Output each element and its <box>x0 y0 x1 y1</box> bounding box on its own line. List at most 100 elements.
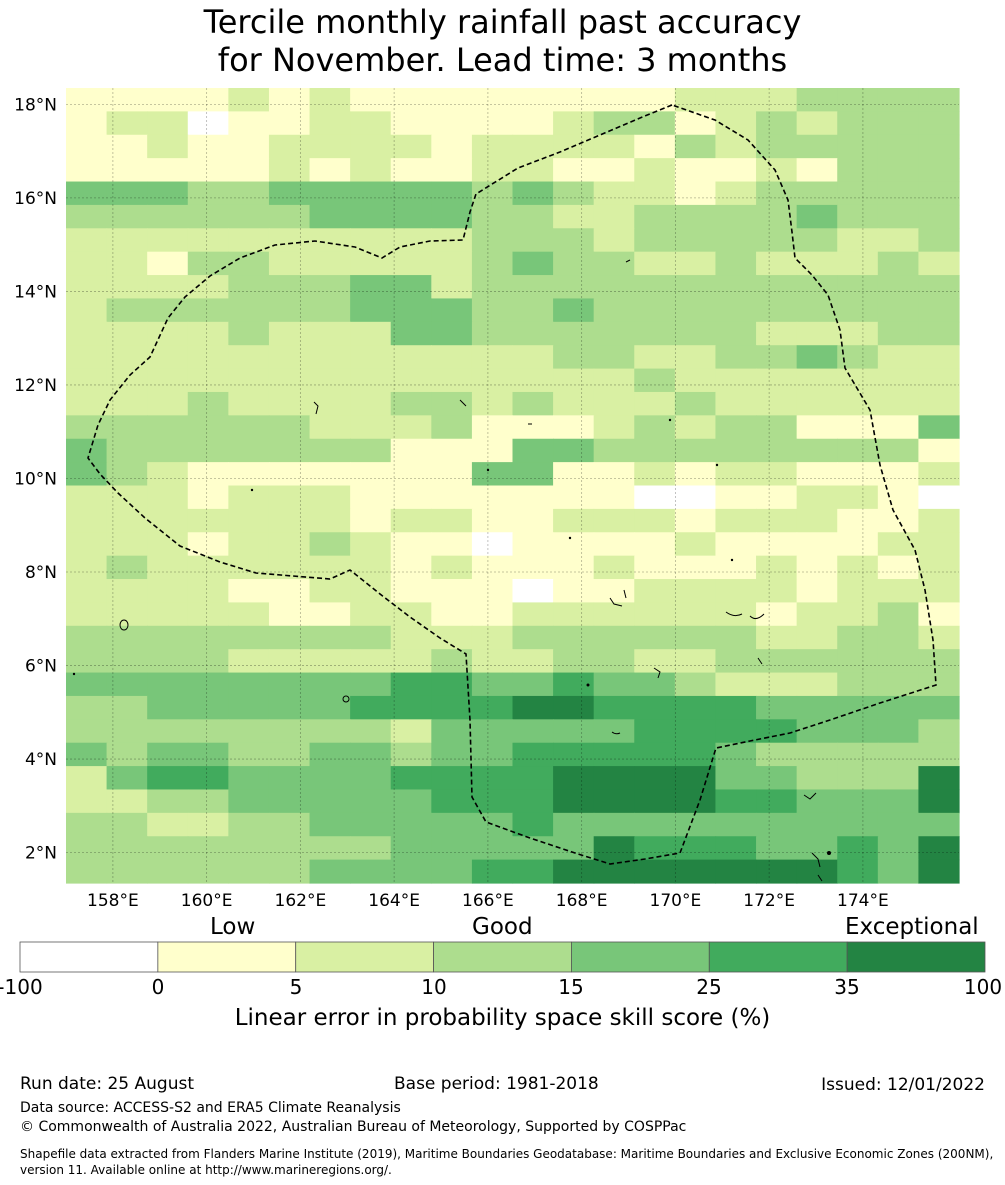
grid-cell <box>350 345 392 370</box>
latitude-label: 8°N <box>25 563 57 583</box>
grid-cell <box>796 508 838 533</box>
grid-cell <box>877 462 920 487</box>
grid-cell <box>918 158 960 183</box>
grid-cell <box>228 345 270 370</box>
grid-cell <box>147 298 189 323</box>
grid-cell <box>553 695 595 720</box>
grid-cell <box>593 812 635 837</box>
grid-cell <box>309 158 351 183</box>
grid-cell <box>431 438 473 463</box>
grid-cell <box>634 836 676 861</box>
grid-cell <box>471 438 514 463</box>
grid-cell <box>350 438 392 463</box>
grid-cell <box>66 789 108 814</box>
grid-cell <box>593 508 635 533</box>
grid-cell <box>756 275 798 300</box>
grid-cell <box>431 789 473 814</box>
grid-cell <box>553 859 595 884</box>
grid-cell <box>147 812 189 837</box>
grid-cell <box>106 462 148 487</box>
grid-cell <box>756 228 798 253</box>
grid-cell <box>837 812 879 837</box>
grid-cell <box>553 368 595 393</box>
grid-cell <box>756 649 798 674</box>
grid-cell <box>228 181 270 206</box>
grid-cell <box>715 719 757 744</box>
longitude-labels: 158°E 160°E 162°E 164°E 166°E 168°E 170°E 172°E… <box>87 891 889 911</box>
grid-cell <box>756 766 798 791</box>
grid-cell <box>674 789 717 814</box>
grid-cell <box>350 298 392 323</box>
grid-cell <box>512 508 554 533</box>
grid-cell <box>634 391 676 416</box>
grid-cell <box>187 625 229 650</box>
grid-cell <box>634 602 676 627</box>
grid-cell <box>268 275 311 300</box>
grid-cell <box>553 88 595 112</box>
grid-cell <box>634 579 676 604</box>
grid-cell <box>756 345 798 370</box>
island <box>486 468 490 472</box>
grid-cell <box>187 859 229 884</box>
grid-cell <box>512 485 554 510</box>
grid-cell <box>390 485 432 510</box>
grid-cell <box>431 742 473 767</box>
grid-cell <box>918 508 960 533</box>
grid-cell <box>634 859 676 884</box>
grid-cell <box>796 695 838 720</box>
grid-cell <box>512 415 554 440</box>
grid-cell <box>796 742 838 767</box>
grid-cell <box>309 555 351 580</box>
grid-cell <box>877 508 920 533</box>
grid-cell <box>512 228 554 253</box>
grid-cell <box>268 462 311 487</box>
grid-cell <box>106 321 148 346</box>
grid-cell <box>431 181 473 206</box>
grid-cell <box>756 742 798 767</box>
grid-cell <box>593 789 635 814</box>
grid-cell <box>350 859 392 884</box>
grid-cell <box>268 111 311 136</box>
grid-cell <box>228 158 270 183</box>
grid-cell <box>106 508 148 533</box>
grid-cell <box>634 555 676 580</box>
grid-cell <box>66 766 108 791</box>
grid-cell <box>634 672 676 697</box>
grid-cell <box>431 462 473 487</box>
grid-cell <box>756 88 798 112</box>
grid-cell <box>268 836 311 861</box>
rainfall-accuracy-map: 18°N 16°N 14°N 12°N 10°N 8°N 6°N 4°N 2°N 158°E 16… <box>14 88 960 911</box>
grid-cell <box>512 321 554 346</box>
grid-cell <box>106 532 148 557</box>
grid-cell <box>756 181 798 206</box>
grid-cell <box>147 204 189 229</box>
grid-cell <box>512 158 554 183</box>
grid-cell <box>106 158 148 183</box>
grid-cell <box>431 625 473 650</box>
grid-cell <box>309 532 351 557</box>
grid-cell <box>228 836 270 861</box>
grid-cell <box>106 766 148 791</box>
grid-cell <box>350 251 392 276</box>
grid-cell <box>106 742 148 767</box>
grid-cell <box>512 345 554 370</box>
grid-cell <box>796 204 838 229</box>
colorbar-label-low: Low <box>210 914 256 940</box>
chart-title-line-2: for November. Lead time: 3 months <box>217 41 788 79</box>
grid-cell <box>268 649 311 674</box>
grid-cell <box>431 836 473 861</box>
grid-cell <box>634 766 676 791</box>
grid-cell <box>918 766 960 791</box>
grid-cell <box>877 368 920 393</box>
grid-cell <box>309 251 351 276</box>
grid-cell <box>431 275 473 300</box>
grid-cell <box>877 836 920 861</box>
eez-boundary-line <box>87 104 937 865</box>
grid-cell <box>756 695 798 720</box>
grid-cell <box>674 391 717 416</box>
grid-cell <box>350 485 392 510</box>
grid-cell <box>66 251 108 276</box>
colorbar-tick-label: 15 <box>558 975 584 999</box>
grid-cell <box>553 625 595 650</box>
grid-cell <box>309 88 351 112</box>
